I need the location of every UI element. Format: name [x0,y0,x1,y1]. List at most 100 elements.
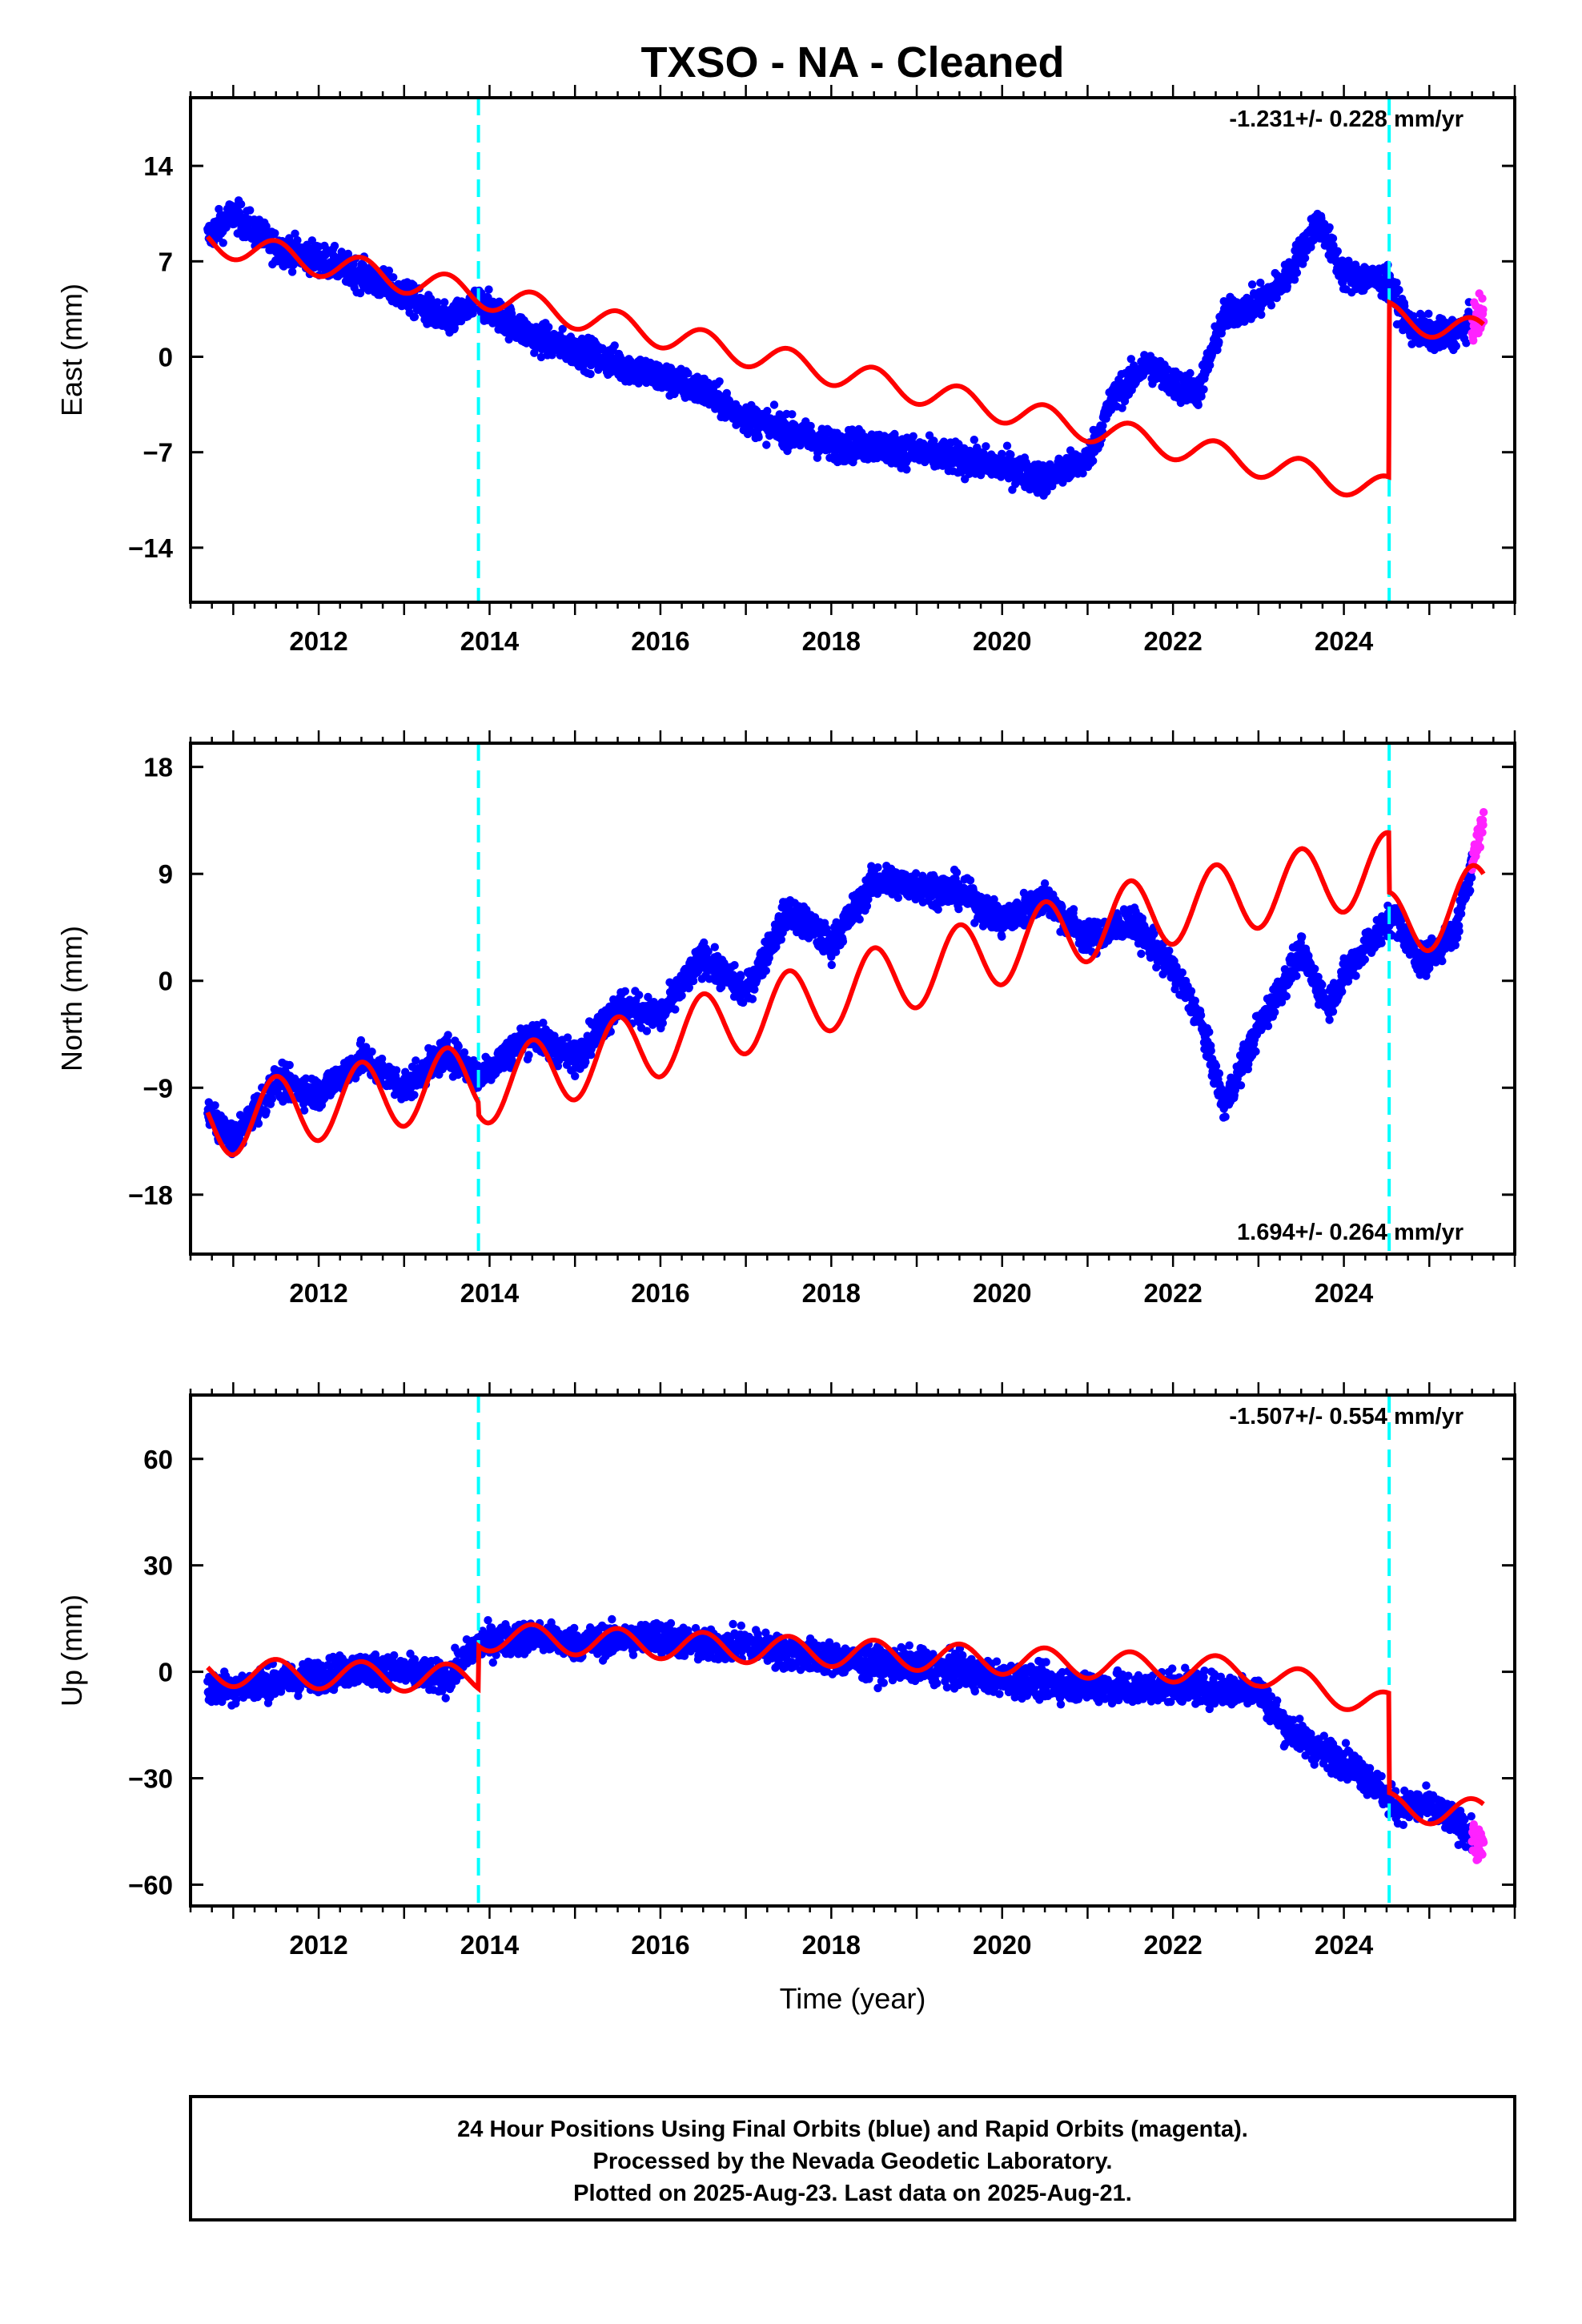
final-orbit-point [737,972,745,981]
y-tick-label: 9 [159,859,173,889]
final-orbit-point [1194,400,1203,409]
final-orbit-point [219,239,227,247]
final-orbit-point [1247,280,1257,289]
x-tick-label: 2022 [1143,1278,1202,1308]
x-tick-label: 2018 [802,626,861,656]
final-orbit-point [384,266,394,275]
final-orbit-point [484,285,493,294]
rate-label: -1.231+/- 0.228 mm/yr [1229,107,1464,132]
rapid-orbit-point [1469,336,1478,345]
final-orbit-point [769,400,779,409]
final-orbit-point [970,436,979,444]
final-orbit-point [287,267,297,276]
final-orbit-point [299,1106,309,1115]
final-orbit-point [291,229,299,238]
final-orbit-point [1197,392,1206,401]
x-tick-label: 2014 [460,1278,520,1308]
final-orbit-point [356,1035,366,1045]
final-orbit-point [571,1072,580,1081]
final-orbit-point [1257,310,1266,320]
final-orbit-point [902,465,911,474]
y-tick-label: −9 [143,1073,173,1103]
rapid-orbit-point [1478,294,1487,303]
x-tick-label: 2022 [1143,626,1202,656]
data-layer [203,98,1488,602]
final-orbit-point [262,222,271,231]
final-orbit-point [762,440,771,449]
y-tick-label: −18 [128,1180,173,1210]
final-orbit-point [586,369,595,379]
y-tick-label: 7 [159,247,173,276]
chart-title: TXSO - NA - Cleaned [640,38,1064,86]
final-orbit-point [1098,421,1107,430]
final-orbit-point [450,324,459,332]
final-orbit-point [730,961,739,970]
final-orbit-point [440,298,449,307]
x-tick-label: 2012 [289,1278,347,1308]
final-orbit-point [998,449,1006,458]
final-orbit-point [1328,234,1338,243]
final-orbit-point [1126,355,1136,364]
y-tick-label: −7 [143,438,173,468]
final-orbit-point [454,1042,463,1051]
final-orbit-point [1267,301,1276,310]
final-orbit-point [1002,441,1012,450]
x-tick-label: 2024 [1315,1278,1374,1308]
x-tick-label: 2020 [973,626,1031,656]
final-orbit-point [715,377,724,386]
final-orbit-point [620,987,629,996]
final-orbit-point [391,1066,401,1075]
final-orbit-point [788,410,797,419]
final-orbit-point [1199,385,1208,394]
final-orbit-point [468,309,477,318]
final-orbit-point [293,235,302,245]
final-orbit-point [389,273,398,282]
y-tick-label: 0 [159,967,173,996]
rapid-orbit-point [1479,305,1488,314]
final-orbit-point [1078,468,1087,478]
final-orbit-point [367,1047,376,1056]
final-orbit-point [1042,487,1051,496]
final-orbit-point [460,1048,469,1057]
final-orbit-point [763,407,772,416]
data-layer [203,743,1488,1254]
final-orbit-point [684,369,693,378]
final-orbit-point [806,421,815,431]
final-orbit-point [1395,285,1403,295]
final-orbit-point [710,943,719,951]
final-orbit-point [1409,312,1418,320]
final-orbit-point [845,434,853,443]
final-orbit-point [410,312,420,321]
final-orbit-point [307,236,316,245]
y-axis-label: North (mm) [55,926,88,1072]
final-orbit-point [524,1051,533,1059]
y-tick-label: 14 [143,151,173,181]
final-orbit-point [271,229,279,238]
final-orbit-point [1290,275,1299,284]
final-orbit-point [1215,337,1223,347]
final-orbit-point [536,352,546,362]
final-orbit-point [236,199,246,209]
final-orbit-point [1186,368,1195,378]
final-orbit-point [544,323,553,332]
x-tick-label: 2014 [460,626,520,656]
final-orbit-point [754,432,763,442]
final-orbit-point [410,1091,419,1100]
x-tick-label: 2018 [802,1278,861,1308]
x-tick-label: 2016 [631,626,689,656]
final-orbit-point [1118,404,1126,412]
final-orbit-point [285,1060,294,1070]
final-orbit-point [558,324,567,333]
final-orbit-point [610,341,619,350]
final-orbit-point [722,388,731,398]
final-orbit-point [1392,278,1401,287]
final-orbit-point [1272,293,1281,303]
model-curve-branch [1103,420,1390,498]
final-orbit-point [1300,254,1310,263]
final-orbit-point [504,335,513,344]
final-orbit-point [1333,247,1343,255]
y-tick-label: 0 [159,343,173,372]
plot-area [191,98,1515,602]
